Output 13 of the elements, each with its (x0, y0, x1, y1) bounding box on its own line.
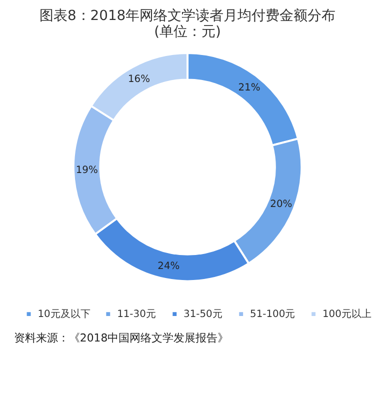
text: (单位：元) (154, 24, 221, 40)
legend-label: 10元及以下 (38, 308, 90, 320)
legend-label: 51-100元 (250, 309, 296, 320)
text: 资料来源：《2018中国网络文学发展报告》 (14, 332, 229, 345)
data-label: 21% (238, 82, 260, 94)
text: 图表8：2018年网络文学读者月均付费金额分布 (39, 8, 336, 24)
data-label: 24% (158, 260, 180, 272)
data-label: 16% (128, 74, 150, 85)
legend-label: 100元以上 (322, 308, 372, 320)
legend-label: 31-50元 (184, 309, 222, 320)
data-label: 20% (270, 199, 292, 210)
legend-label: 11-30元 (117, 309, 156, 320)
data-label: 19% (76, 165, 98, 176)
